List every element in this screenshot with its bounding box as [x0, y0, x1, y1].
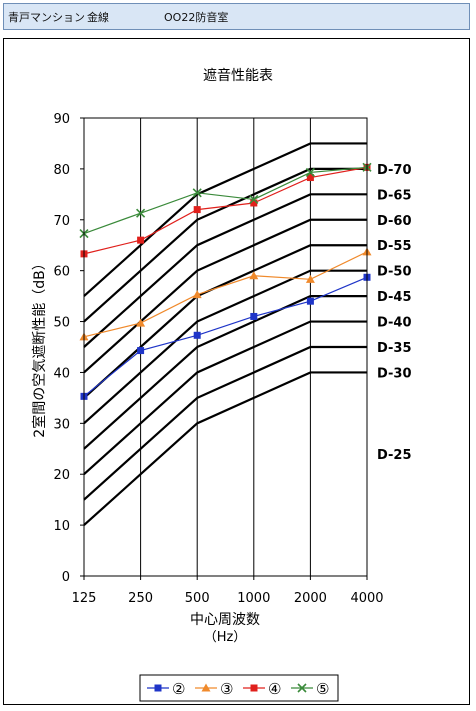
d-curve-label: D-55 [377, 239, 412, 254]
y-tick-label: 80 [53, 163, 70, 178]
y-tick-label: 60 [53, 265, 70, 280]
series-line [83, 166, 368, 255]
data-point [250, 199, 258, 207]
d-curve-label: D-30 [377, 366, 412, 381]
series-line [83, 276, 368, 397]
chart-title: 遮音性能表 [203, 67, 273, 84]
data-point [306, 297, 314, 305]
data-point [249, 271, 259, 280]
d-curve-label: D-35 [377, 341, 412, 356]
data-point [305, 167, 315, 178]
data-point [250, 312, 258, 320]
y-tick-label: 70 [53, 214, 70, 229]
y-tick-label: 0 [62, 570, 70, 585]
d-curve-label: D-40 [377, 316, 412, 331]
d-curve-label: D-50 [377, 265, 412, 280]
series-⑤ [79, 162, 372, 239]
d-curve-label: D-25 [377, 448, 412, 463]
x-tick-label: 125 [72, 591, 97, 606]
series-line [83, 251, 368, 338]
d-curve-label: D-45 [377, 290, 412, 305]
data-point [136, 318, 146, 327]
grid-lines [140, 118, 311, 576]
legend-marker [154, 684, 162, 692]
d-curve-d-30 [83, 345, 367, 501]
y-tick-label: 20 [53, 468, 70, 483]
d-curve-d-35 [83, 320, 367, 476]
x-tick-label: 1000 [237, 591, 270, 606]
x-axis-unit: （Hz） [204, 630, 247, 645]
d-curve-d-40 [83, 295, 367, 450]
d-curves: D-70 D-65 D-60 D-55 D-50 D-45 D-40 D-35 D-30 D-25 [83, 142, 412, 526]
series-④ [80, 163, 371, 258]
chart-frame [3, 38, 470, 705]
data-point [136, 208, 146, 218]
d-curve-d-45 [83, 269, 367, 425]
building-name: 青戸マンション [8, 11, 85, 24]
d-curve-label: D-70 [377, 163, 412, 178]
y-tick-label: 90 [53, 112, 70, 127]
legend-label: ③ [220, 680, 233, 698]
y-tick-label: 40 [53, 366, 70, 381]
data-point [193, 331, 201, 339]
data-point [137, 236, 145, 244]
x-tick-label: 4000 [350, 591, 383, 606]
d-curve-d-25 [83, 371, 367, 526]
legend-marker [250, 684, 258, 692]
data-series [79, 162, 372, 400]
d-curve-d-65 [83, 167, 367, 323]
data-point [249, 194, 259, 204]
legend-label: ④ [268, 680, 281, 698]
data-point [192, 188, 202, 198]
data-point [305, 274, 315, 283]
d-curve-d-70 [83, 142, 367, 297]
data-point [193, 206, 201, 214]
header-bar: 青戸マンション 金線 OO22防音室 [3, 3, 470, 30]
axes: 0 10 20 30 40 50 60 70 80 90 125 250 500 1000 2000 4000 [53, 112, 383, 606]
room-name: OO22防音室 [164, 11, 229, 24]
d-curve-label: D-65 [377, 188, 412, 203]
x-tick-label: 250 [128, 591, 153, 606]
data-point [137, 347, 145, 355]
legend: ② ③ ④ ⑤ [139, 674, 339, 702]
y-tick-label: 30 [53, 417, 70, 432]
legend-marker [201, 683, 211, 692]
d-curve-d-50 [83, 244, 367, 399]
y-tick-label: 50 [53, 316, 70, 331]
x-tick-label: 500 [185, 591, 210, 606]
x-tick-label: 2000 [294, 591, 327, 606]
d-curve-d-55 [83, 218, 367, 374]
series-line [83, 166, 368, 235]
data-point [192, 290, 202, 299]
plot-area-border [83, 117, 368, 577]
legend-marker [297, 683, 307, 693]
d-curve-label: D-60 [377, 214, 412, 229]
y-axis-label: 2室間の空気遮断性能（dB） [31, 256, 48, 437]
x-axis-label: 中心周波数 [190, 612, 260, 628]
legend-label: ⑤ [316, 680, 329, 698]
data-point [306, 174, 314, 182]
d-curve-d-60 [83, 193, 367, 348]
legend-label: ② [172, 680, 185, 698]
y-tick-label: 10 [53, 519, 70, 534]
line-name: 金線 [87, 11, 109, 24]
